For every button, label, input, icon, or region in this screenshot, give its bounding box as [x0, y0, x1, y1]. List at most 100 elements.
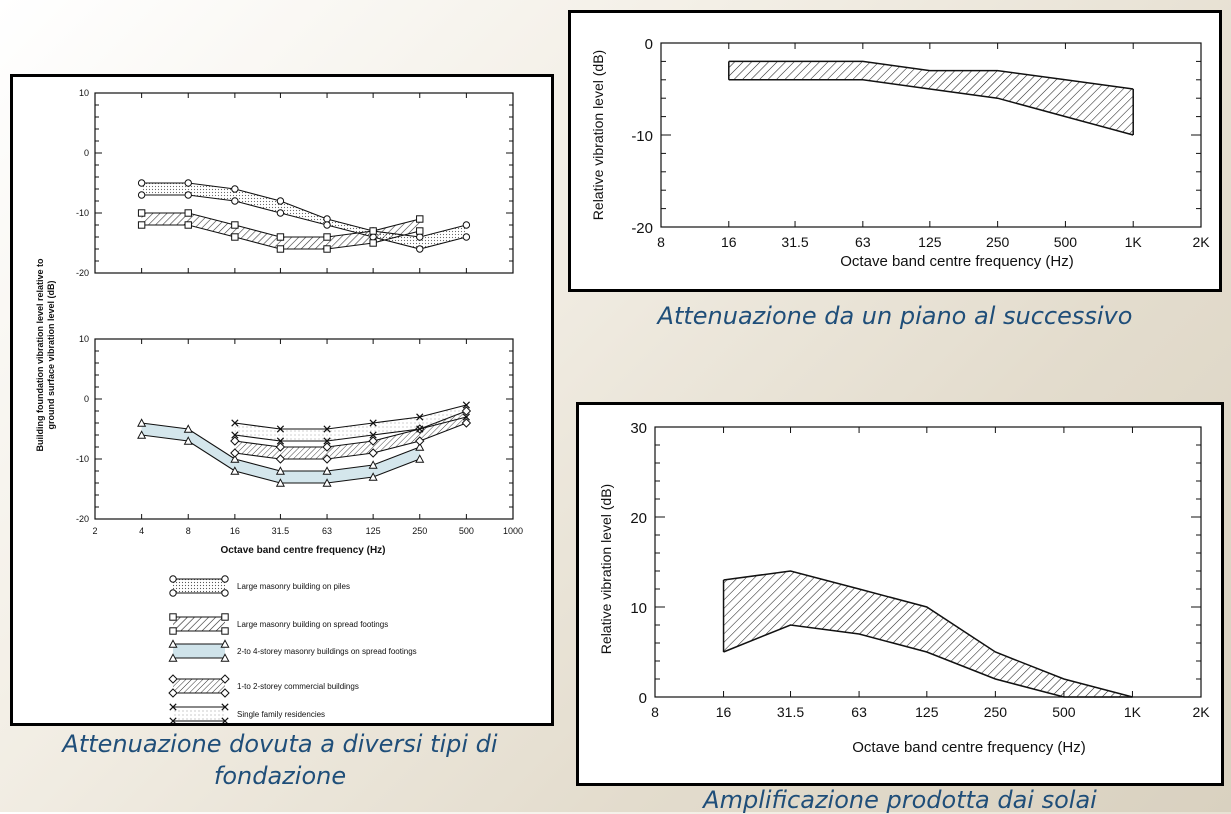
foundation-top-band-0-marker [185, 192, 191, 198]
foundation-top-band-0-marker [277, 210, 283, 216]
foundation-top-band-0-marker [277, 198, 283, 204]
foundation-bottom-ytick-label: 10 [79, 334, 89, 344]
legend-item-1-label: Large masonry building on spread footing… [237, 620, 388, 629]
legend-item-1-swatch [173, 617, 225, 631]
floor-amplification-xtick-label: 2K [1192, 704, 1210, 720]
floor-amplification-xtick-label: 16 [716, 704, 732, 720]
floor-amplification-xtick-label: 31.5 [777, 704, 804, 720]
foundation-bottom-ytick-label: -20 [76, 514, 89, 524]
foundation-top-band-1-marker [232, 222, 238, 228]
floor-attenuation-band-fill [729, 61, 1133, 135]
floor-amplification-chart: 30 20 10 08 16 31.5 63 125 250 500 1K 2K [630, 420, 1210, 720]
foundation-top-band-0-marker [232, 198, 238, 204]
floor-amplification-xtick-label: 125 [915, 704, 939, 720]
foundation-top-band-0-marker [417, 234, 423, 240]
floor-amplification-xtick-label: 63 [851, 704, 867, 720]
caption-foundation-line2: fondazione [214, 762, 346, 790]
floor-attenuation-panel: Relative vibration level (dB) Octave ban… [568, 10, 1222, 292]
foundation-top-band-1-marker [370, 228, 376, 234]
floor-attenuation-xtick-label: 8 [657, 234, 665, 250]
floor-attenuation-xtick-label: 125 [918, 234, 942, 250]
legend-item-1-marker [222, 614, 228, 620]
legend-item-2-swatch [173, 644, 225, 658]
floor-attenuation-ytick-label: -20 [631, 220, 653, 237]
legend-item-4-label: Single family residencies [237, 710, 325, 719]
floor-amplification-ytick-label: 30 [630, 420, 647, 437]
foundation-top-band-1-marker [277, 246, 283, 252]
floor-amplification-svg: Relative vibration level (dB) Octave ban… [579, 405, 1221, 783]
foundation-bottom-xtick-label: 8 [186, 526, 191, 536]
foundation-charts-panel: Building foundation vibration level rela… [10, 74, 554, 726]
foundation-top-band-1-marker [370, 240, 376, 246]
foundation-top-band-1-fill [142, 213, 420, 249]
foundation-xlabel: Octave band centre frequency (Hz) [220, 545, 385, 556]
foundation-top-band-1-marker [138, 210, 144, 216]
foundation-bottom-xtick-label: 1000 [503, 526, 523, 536]
foundation-ylabel-line2: ground surface vibration level (dB) [46, 280, 56, 429]
foundation-top-band-1-marker [232, 234, 238, 240]
foundation-bottom-xtick-label: 4 [139, 526, 144, 536]
floor-amplification-ytick-label: 20 [630, 510, 647, 527]
floor-attenuation-xlabel: Octave band centre frequency (Hz) [840, 253, 1073, 270]
floor-amplification-xlabel: Octave band centre frequency (Hz) [852, 739, 1085, 756]
foundation-bottom-xtick-label: 250 [412, 526, 427, 536]
foundation-top-band-0-marker [463, 222, 469, 228]
floor-amplification-xtick-label: 8 [651, 704, 659, 720]
foundation-top-band-0-marker [324, 222, 330, 228]
floor-amplification-frame [655, 427, 1201, 697]
legend-item-0-label: Large masonry building on piles [237, 582, 350, 591]
floor-attenuation-xtick-label: 2K [1192, 234, 1210, 250]
foundation-top-band-0-marker [232, 186, 238, 192]
legend-item-1-marker [222, 628, 228, 634]
floor-attenuation-xtick-label: 63 [855, 234, 871, 250]
floor-amplification-panel: Relative vibration level (dB) Octave ban… [576, 402, 1224, 786]
legend-item-0-marker [170, 590, 176, 596]
foundation-bottom-ytick-label: -10 [76, 454, 89, 464]
floor-attenuation-chart: 0 -10 -208 16 31.5 63 125 250 500 1K 2K [631, 36, 1210, 250]
legend-item-2-label: 2-to 4-storey masonry buildings on sprea… [237, 647, 417, 656]
foundation-top-band-0-marker [185, 180, 191, 186]
legend-item-1-marker [170, 614, 176, 620]
caption-foundation-line1: Attenuazione dovuta a diversi tipi di [62, 730, 497, 758]
legend-item-0-marker [222, 590, 228, 596]
foundation-bottom-xtick-label: 31.5 [272, 526, 290, 536]
foundation-top-band-0-marker [463, 234, 469, 240]
foundation-bottom-xtick-label: 16 [230, 526, 240, 536]
foundation-top-ytick-label: 0 [84, 148, 89, 158]
foundation-top-band-0-marker [417, 246, 423, 252]
floor-amplification-ylabel: Relative vibration level (dB) [598, 484, 614, 654]
foundation-top-ytick-label: -10 [76, 208, 89, 218]
floor-attenuation-xtick-label: 500 [1054, 234, 1078, 250]
floor-attenuation-ylabel: Relative vibration level (dB) [590, 50, 606, 220]
foundation-top-chart: 10 0 -10 -20 [76, 88, 513, 278]
caption-floor-attenuation: Attenuazione da un piano al successivo [568, 302, 1222, 330]
foundation-top-ytick-label: -20 [76, 268, 89, 278]
legend-item-3-swatch [173, 679, 225, 693]
foundation-top-band-0-marker [138, 192, 144, 198]
floor-attenuation-svg: Relative vibration level (dB) Octave ban… [571, 13, 1219, 289]
foundation-top-band-1-marker [417, 216, 423, 222]
floor-attenuation-xtick-label: 31.5 [781, 234, 808, 250]
foundation-top-band-1-marker [185, 210, 191, 216]
foundation-top-band-1-marker [138, 222, 144, 228]
caption-floor-amplification: Amplificazione prodotta dai solai [576, 786, 1224, 814]
floor-amplification-xtick-label: 1K [1124, 704, 1142, 720]
foundation-top-band-1-marker [324, 246, 330, 252]
foundation-bottom-xtick-label: 125 [366, 526, 381, 536]
legend-item-0-marker [222, 576, 228, 582]
foundation-top-band-0-marker [138, 180, 144, 186]
foundation-bottom-xtick-label: 500 [459, 526, 474, 536]
foundation-top-band-0-marker [324, 216, 330, 222]
legend-item-1-marker [170, 628, 176, 634]
caption-foundation: Attenuazione dovuta a diversi tipi di fon… [10, 728, 550, 792]
foundation-top-ytick-label: 10 [79, 88, 89, 98]
foundation-bottom-xtick-label: 2 [92, 526, 97, 536]
floor-amplification-band-fill [724, 571, 1133, 697]
floor-amplification-xtick-label: 250 [984, 704, 1008, 720]
legend-item-3-label: 1-to 2-storey commercial buildings [237, 682, 359, 691]
floor-amplification-ytick-label: 10 [630, 600, 647, 617]
floor-amplification-ytick-label: 0 [639, 690, 647, 707]
foundation-bottom-band-0-marker [138, 419, 145, 426]
foundation-top-band-1-marker [185, 222, 191, 228]
legend-item-4-swatch [173, 707, 225, 721]
